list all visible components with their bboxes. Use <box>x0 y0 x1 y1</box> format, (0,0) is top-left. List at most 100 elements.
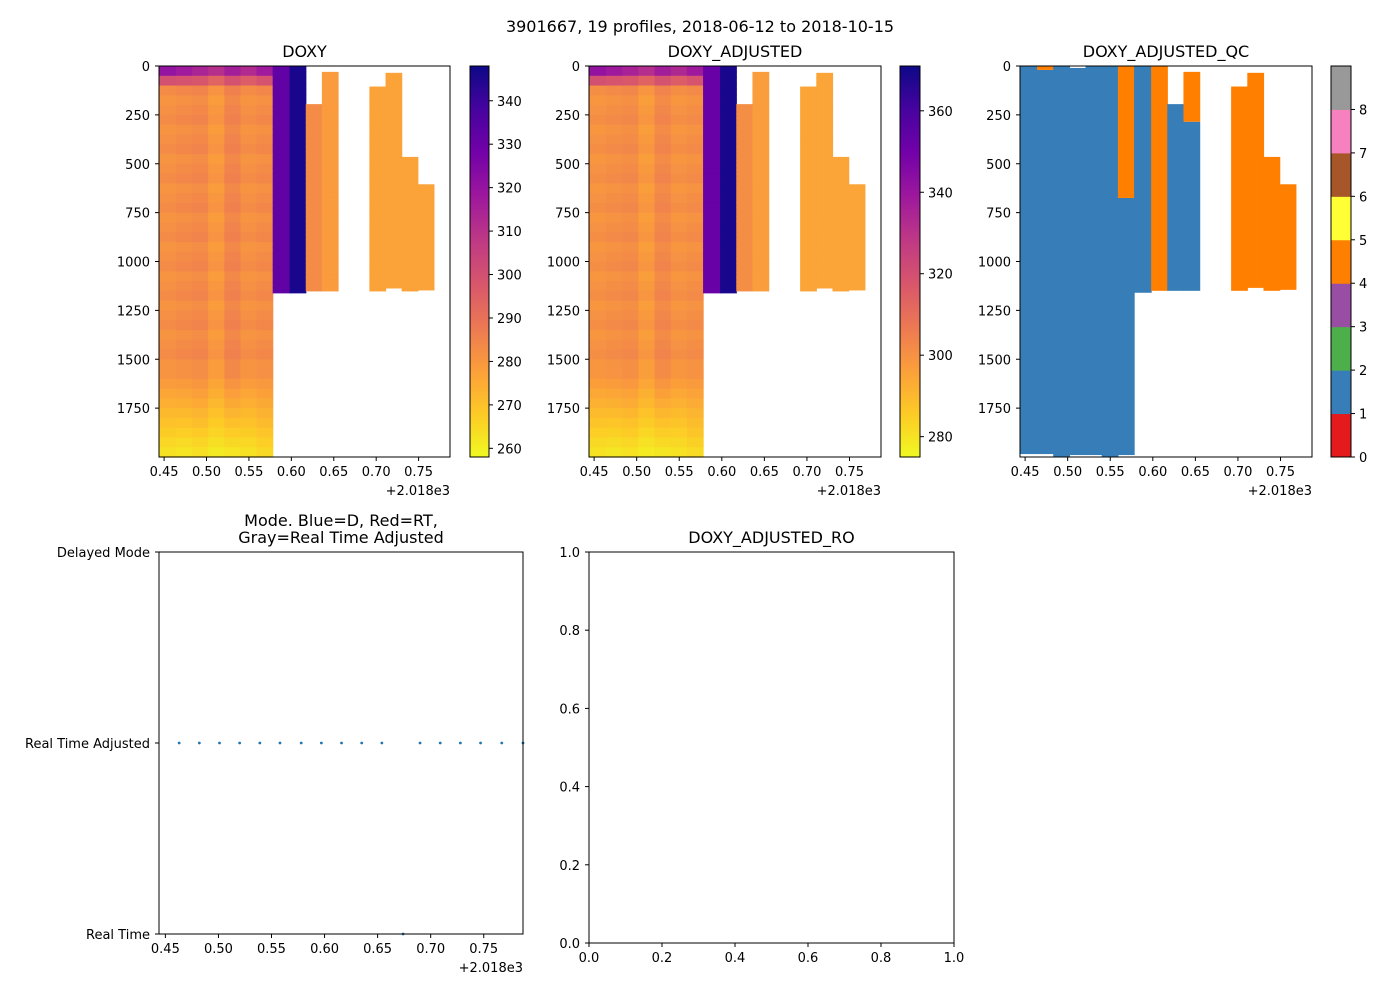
heatmap-cell <box>800 209 817 215</box>
heatmap-cell <box>305 267 323 273</box>
heatmap-cell <box>638 437 656 448</box>
heatmap-cell <box>848 258 866 262</box>
heatmap-cell <box>589 369 607 380</box>
heatmap-cell <box>401 156 419 161</box>
y-tick-label: 0.6 <box>559 702 580 717</box>
mode-points <box>177 741 525 936</box>
heatmap-cell <box>321 257 339 265</box>
heatmap-cell <box>289 94 307 101</box>
heatmap-cell <box>401 247 419 252</box>
heatmap-cell <box>686 388 704 399</box>
heatmap-cell <box>224 183 242 194</box>
heatmap-cell <box>686 105 704 116</box>
heatmap-cell <box>256 173 274 184</box>
heatmap-cell <box>224 310 242 321</box>
heatmap-cell <box>401 280 419 285</box>
heatmap-cell <box>832 187 850 191</box>
heatmap-cell <box>256 222 274 233</box>
heatmap-cell <box>670 359 688 370</box>
heatmap-cell <box>670 212 688 223</box>
heatmap-cell <box>369 132 387 139</box>
heatmap-cell <box>401 233 419 238</box>
heatmap-cell <box>256 378 274 390</box>
heatmap-cell <box>589 114 607 126</box>
heatmap-cell <box>272 258 291 266</box>
colorbar-tick-label: 270 <box>497 399 522 414</box>
heatmap-cell <box>703 247 721 254</box>
heatmap-cell <box>832 210 850 215</box>
heatmap-cell <box>800 193 817 200</box>
heatmap-cell <box>240 183 258 194</box>
heatmap-cell <box>638 241 656 253</box>
heatmap-cell <box>752 93 770 100</box>
heatmap-cell <box>800 285 817 292</box>
heatmap-cell <box>385 185 403 192</box>
heatmap-cell <box>224 281 242 292</box>
qc-cell <box>1101 66 1119 457</box>
heatmap-cell <box>736 276 754 283</box>
heatmap-cell <box>686 222 704 233</box>
heatmap-cell <box>385 180 403 187</box>
heatmap-cell <box>622 105 639 116</box>
heatmap-cell <box>589 163 607 175</box>
colorbar-tick-label: 300 <box>497 269 522 284</box>
heatmap-cell <box>654 163 672 175</box>
heatmap-cell <box>417 231 435 236</box>
heatmap-cell <box>175 329 193 341</box>
heatmap-cell <box>305 253 323 259</box>
heatmap-cell <box>256 329 274 341</box>
heatmap-cell <box>686 173 704 184</box>
heatmap-cell <box>816 88 834 95</box>
mode-point <box>218 741 221 745</box>
heatmap-cell <box>800 234 817 241</box>
mode-point <box>438 741 442 745</box>
heatmap-cell <box>417 260 435 265</box>
heatmap-cell <box>192 310 209 321</box>
heatmap-cell <box>736 127 754 133</box>
heatmap-cell <box>720 219 737 226</box>
heatmap-cell <box>224 85 242 96</box>
heatmap-cell <box>240 193 258 204</box>
heatmap-cell <box>720 275 737 283</box>
heatmap-cell <box>321 274 339 281</box>
qc-cell <box>1037 69 1054 455</box>
heatmap-cell <box>256 153 274 165</box>
heatmap-cell <box>208 193 225 204</box>
heatmap-cell <box>240 359 258 370</box>
heatmap-cell <box>832 213 850 218</box>
heatmap-cell <box>272 207 291 215</box>
heatmap-cell <box>208 114 225 126</box>
heatmap-cell <box>159 427 177 439</box>
heatmap-cell <box>240 339 258 351</box>
heatmap-cell <box>305 206 323 213</box>
heatmap-cell <box>848 279 866 283</box>
heatmap-cell <box>606 320 623 331</box>
heatmap-cell <box>175 193 193 204</box>
heatmap-cell <box>848 218 866 222</box>
mode-point <box>278 741 282 745</box>
heatmap-cell <box>736 132 754 138</box>
heatmap-cell <box>589 153 607 165</box>
y-tick-label: 250 <box>125 109 150 124</box>
heatmap-cell <box>256 300 274 311</box>
heatmap-cell <box>289 145 307 152</box>
heatmap-cell <box>256 369 274 380</box>
heatmap-cell <box>832 193 850 198</box>
heatmap-cell <box>289 134 307 141</box>
heatmap-cell <box>289 247 307 254</box>
heatmap-cell <box>670 173 688 184</box>
heatmap-cell <box>686 75 704 87</box>
heatmap-cell <box>752 132 770 139</box>
heatmap-cell <box>321 219 339 226</box>
heatmap-cell <box>192 437 209 448</box>
heatmap-cell <box>385 110 403 117</box>
heatmap-cell <box>175 349 193 360</box>
heatmap-cell <box>272 247 291 254</box>
heatmap-cell <box>589 271 607 282</box>
heatmap-cell <box>224 222 242 233</box>
heatmap-cell <box>720 173 737 180</box>
heatmap-cell <box>159 232 177 243</box>
heatmap-cell <box>686 134 704 145</box>
heatmap-cell <box>385 271 403 278</box>
heatmap-cell <box>369 168 387 174</box>
